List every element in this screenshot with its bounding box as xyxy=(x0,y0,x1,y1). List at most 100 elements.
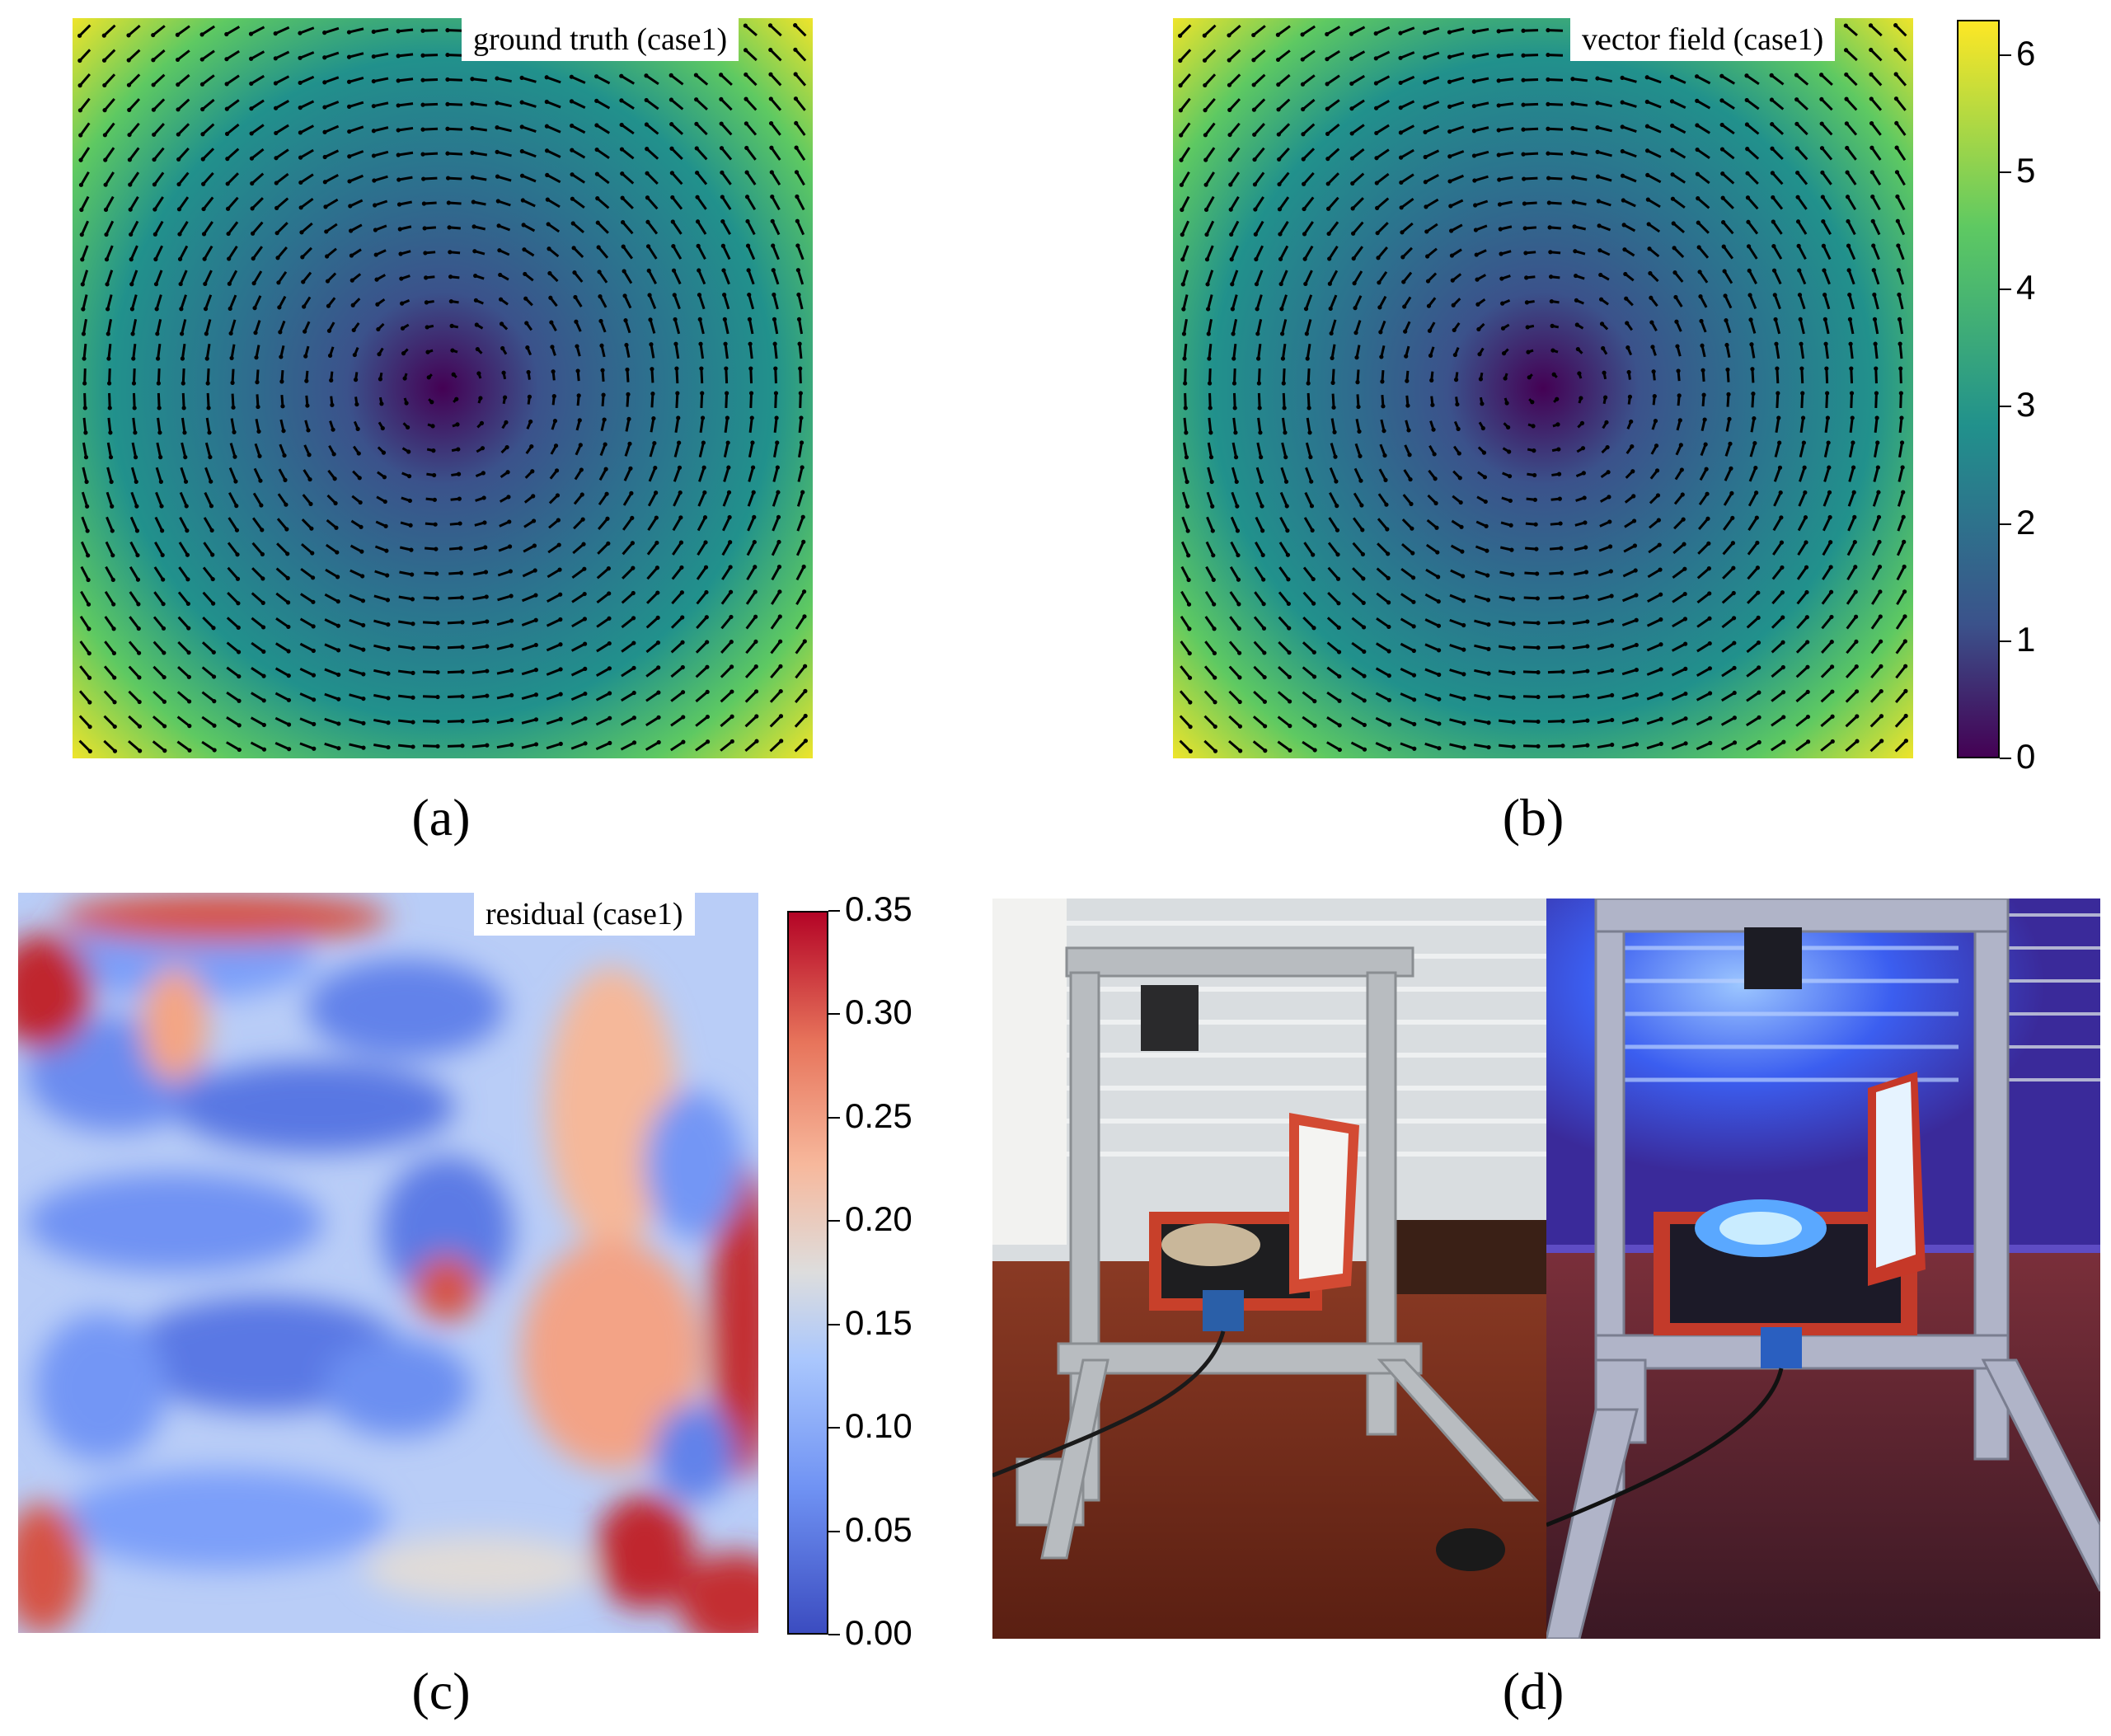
quiver-arrow-head xyxy=(1378,330,1383,335)
quiver-arrow xyxy=(227,542,239,556)
quiver-arrow-head xyxy=(1631,518,1637,523)
quiver-arrow-head xyxy=(1237,650,1242,655)
quiver-arrow-head xyxy=(1426,303,1432,308)
quiver-arrow-head xyxy=(1499,251,1504,256)
quiver-arrow-head xyxy=(232,454,237,459)
quiver-arrow-head xyxy=(102,82,107,88)
quiver-arrow xyxy=(697,542,707,556)
quiver-arrow-head xyxy=(483,545,488,550)
quiver-arrow-head xyxy=(371,129,377,134)
quiver-arrow-head xyxy=(131,381,137,386)
quiver-arrow xyxy=(1796,147,1808,161)
panel-b-title: vector field (case1) xyxy=(1570,18,1836,61)
quiver-arrow-head xyxy=(747,292,752,298)
quiver-arrow xyxy=(1846,220,1856,236)
quiver-arrow xyxy=(422,645,439,650)
quiver-arrow xyxy=(621,124,635,135)
quiver-arrow xyxy=(129,616,140,630)
quiver-arrow-head xyxy=(1547,225,1552,230)
quiver-arrow-head xyxy=(1771,243,1776,249)
quiver-arrow-head xyxy=(1678,443,1683,448)
quiver-arrow xyxy=(1449,125,1465,133)
quiver-arrow-head xyxy=(1352,281,1357,286)
quiver-arrow xyxy=(1302,666,1316,678)
quiver-arrow-head xyxy=(1461,696,1466,701)
quiver-arrow xyxy=(176,740,190,752)
quiver-arrow xyxy=(80,541,90,556)
quiver-arrow xyxy=(1646,124,1662,134)
quiver-arrow-head xyxy=(768,120,774,126)
quiver-arrow-head xyxy=(1521,127,1526,132)
quiver-arrow xyxy=(1229,196,1240,210)
quiver-arrow xyxy=(324,124,340,134)
quiver-arrow-head xyxy=(705,664,710,669)
quiver-arrow xyxy=(1204,616,1216,630)
quiver-arrow xyxy=(1775,343,1780,359)
quiver-arrow xyxy=(1281,442,1288,457)
quiver-arrow xyxy=(673,491,682,507)
quiver-arrow-head xyxy=(475,346,480,352)
quiver-arrow-head xyxy=(1252,157,1257,162)
quiver-arrow xyxy=(772,491,780,507)
quiver-arrow-head xyxy=(102,108,107,113)
quiver-arrow-head xyxy=(81,307,86,312)
quiver-arrow-head xyxy=(1230,307,1236,312)
quiver-arrow xyxy=(745,171,757,185)
quiver-arrow xyxy=(570,75,586,84)
quiver-arrow-head xyxy=(1682,617,1688,622)
quiver-arrow-head xyxy=(377,352,382,357)
quiver-arrow xyxy=(1228,640,1241,655)
quiver-arrow-head xyxy=(1705,491,1710,496)
quiver-arrow xyxy=(696,616,708,630)
quiver-arrow xyxy=(1375,741,1391,751)
quiver-arrow-head xyxy=(407,498,412,504)
quiver-arrow-head xyxy=(311,599,316,604)
quiver-arrow-head xyxy=(128,207,133,212)
quiver-arrow-head xyxy=(631,590,636,596)
quiver-arrow-head xyxy=(351,327,356,333)
quiver-arrow xyxy=(1256,442,1263,457)
quiver-arrow xyxy=(1231,270,1239,285)
quiver-arrow xyxy=(1424,26,1440,35)
quiver-arrow-head xyxy=(1634,617,1639,622)
quiver-arrow xyxy=(496,101,512,108)
quiver-arrow-head xyxy=(1536,694,1541,700)
quiver-arrow-head xyxy=(311,673,317,678)
quiver-arrow-head xyxy=(725,415,729,420)
quiver-arrow xyxy=(471,102,488,107)
quiver-arrow xyxy=(176,25,190,36)
quiver-arrow xyxy=(621,592,635,604)
quiver-arrow xyxy=(1184,392,1187,409)
quiver-arrow-head xyxy=(212,748,217,753)
quiver-arrow-head xyxy=(531,518,537,523)
quiver-arrow xyxy=(1278,591,1290,605)
quiver-arrow-head xyxy=(1305,356,1310,361)
quiver-arrow-head xyxy=(187,724,192,729)
quiver-arrow xyxy=(1303,221,1314,235)
quiver-arrow xyxy=(176,49,190,61)
quiver-arrow-head xyxy=(302,304,307,309)
quiver-arrow-head xyxy=(702,515,708,520)
quiver-arrow xyxy=(1375,716,1391,726)
quiver-arrow xyxy=(1547,152,1564,156)
quiver-arrow-head xyxy=(1546,28,1550,33)
quiver-arrow-head xyxy=(1804,540,1808,545)
quiver-arrow xyxy=(670,740,684,752)
quiver-arrow-head xyxy=(1681,517,1686,522)
quiver-arrow-head xyxy=(187,748,192,753)
quiver-arrow xyxy=(325,568,339,579)
quiver-arrow-head xyxy=(625,367,630,373)
quiver-arrow-head xyxy=(1874,415,1879,420)
quiver-arrow-head xyxy=(408,523,413,528)
quiver-arrow-head xyxy=(1869,120,1874,126)
quiver-arrow-head xyxy=(605,516,610,521)
quiver-arrow-head xyxy=(331,427,335,432)
quiver-arrow-head xyxy=(681,715,686,720)
quiver-arrow-head xyxy=(546,222,551,227)
quiver-arrow-head xyxy=(103,182,108,187)
quiver-arrow xyxy=(1746,716,1760,727)
quiver-arrow-head xyxy=(1551,372,1556,377)
quiver-arrow-head xyxy=(1525,325,1530,330)
quiver-arrow-head xyxy=(1386,551,1391,556)
quiver-arrow xyxy=(1747,492,1757,507)
